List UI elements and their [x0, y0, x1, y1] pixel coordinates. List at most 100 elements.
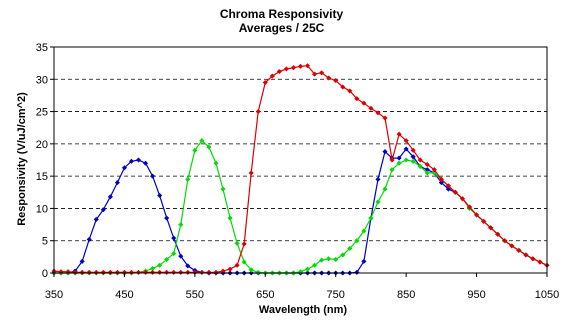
series-point [178, 269, 184, 276]
series-point [185, 263, 191, 269]
series-point [149, 269, 156, 276]
series-line [53, 65, 548, 273]
series-point [403, 146, 409, 152]
series-point [361, 228, 367, 234]
series-point [227, 215, 233, 221]
series-point [255, 108, 261, 115]
x-tick-label: 950 [467, 289, 485, 301]
series-point [459, 196, 466, 202]
series-point [164, 215, 170, 221]
x-tick-label: 1050 [535, 289, 559, 301]
series-point [213, 269, 219, 276]
series-point [149, 173, 156, 179]
series-point [93, 216, 99, 223]
series-point [361, 100, 367, 106]
series-point [93, 269, 99, 276]
series-point [304, 63, 311, 69]
series-point [326, 75, 332, 81]
x-tick-label: 450 [115, 289, 133, 301]
series-point [311, 262, 318, 268]
series-point [495, 231, 501, 237]
series-point [375, 176, 381, 183]
series-point [72, 269, 78, 276]
y-tick-label: 10 [36, 203, 48, 215]
series-point [171, 269, 177, 276]
series-point [410, 158, 416, 164]
series-point [403, 157, 409, 163]
series-point [417, 163, 423, 170]
series-point [340, 84, 346, 90]
series-point [502, 238, 508, 244]
series-point [537, 259, 543, 265]
series-point [100, 269, 106, 276]
series-point [488, 225, 494, 231]
series-point [290, 65, 297, 71]
series-point [135, 269, 142, 276]
series-point [530, 256, 536, 262]
series-point [114, 179, 121, 186]
series-point [276, 68, 283, 75]
series-point [375, 199, 381, 205]
series-point [58, 269, 64, 275]
x-tick-label: 850 [397, 289, 415, 301]
series-point [347, 88, 353, 94]
series-point [382, 186, 388, 192]
series-point [445, 186, 452, 192]
series-point [283, 66, 290, 72]
series-point [164, 256, 170, 263]
y-tick-label: 35 [36, 42, 48, 54]
series-point [107, 194, 113, 200]
series-point [304, 266, 311, 272]
series-point [389, 157, 395, 163]
series-point [213, 160, 219, 166]
series-layer [51, 63, 550, 276]
series-point [326, 256, 332, 262]
series-point [347, 245, 353, 252]
series-point [318, 257, 325, 263]
series-point [255, 269, 261, 276]
series-point [135, 157, 142, 163]
series-point [241, 241, 247, 247]
axes: 0 5 10 15 20 25 30 35 350 450 550 650 750 850 950 1050 [36, 42, 559, 301]
series-point [234, 262, 240, 268]
series-point [156, 192, 163, 199]
series-point [396, 160, 402, 166]
y-tick-label: 20 [36, 139, 48, 151]
series-point [79, 269, 85, 276]
series-point [333, 77, 339, 84]
series-point [248, 267, 254, 273]
series-point [297, 269, 304, 275]
series-point [361, 258, 367, 265]
series-point [185, 269, 191, 276]
series-point [164, 269, 170, 276]
series-point [128, 269, 135, 276]
series-point [480, 218, 487, 224]
series-point [107, 269, 113, 276]
y-tick-label: 25 [36, 107, 48, 119]
series-point [354, 238, 360, 244]
series-point [354, 269, 360, 276]
series-point [248, 170, 254, 176]
series-point [438, 176, 445, 183]
series-line [54, 139, 548, 274]
series-point [114, 269, 121, 276]
series-point [424, 161, 430, 168]
x-tick-label: 650 [256, 289, 274, 301]
y-tick-label: 0 [42, 268, 48, 280]
y-axis-label: Responsivity (V/uJ/cm^2) [16, 92, 28, 226]
series-point [375, 110, 381, 116]
plot-frame [53, 46, 548, 274]
series-point [171, 235, 177, 241]
series-point [368, 215, 374, 221]
series-point [452, 189, 459, 195]
series-point [410, 147, 416, 153]
series-point [220, 186, 226, 192]
series-point [382, 115, 388, 121]
series-point [206, 144, 212, 150]
series-point [396, 155, 402, 161]
series-point [509, 243, 515, 249]
x-axis-label: Wavelength (nm) [259, 304, 348, 316]
series-point [516, 247, 522, 254]
series-point [354, 96, 360, 102]
